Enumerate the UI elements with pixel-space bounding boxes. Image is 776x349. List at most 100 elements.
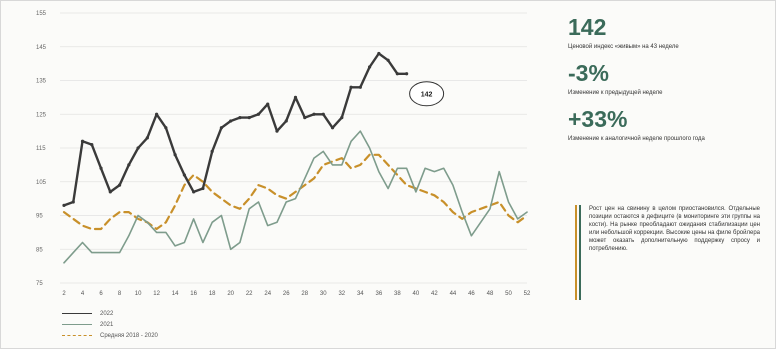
kpi-label: Изменение к предыдущей неделе	[568, 90, 663, 96]
x-tick-label: 34	[357, 291, 364, 297]
x-tick-label: 32	[338, 291, 345, 297]
series-2022-point	[367, 65, 372, 69]
legend-item-2022: 2022	[62, 308, 158, 319]
y-tick-label: 135	[36, 79, 47, 85]
series-2022-point	[266, 102, 270, 106]
x-tick-label: 40	[413, 291, 420, 297]
x-tick-label: 48	[487, 291, 494, 297]
kpi-value: 142	[568, 14, 607, 40]
series-2022-point	[108, 190, 112, 194]
note-accent-bars	[575, 205, 581, 300]
x-tick-label: 42	[431, 291, 438, 297]
series-2022-point	[303, 116, 307, 120]
x-tick-label: 30	[320, 291, 327, 297]
y-tick-label: 105	[36, 180, 47, 186]
series-2022-point	[145, 136, 149, 140]
kpi-year-change: +33% Изменение к аналогичной неделе прош…	[568, 106, 768, 143]
x-tick-label: 6	[99, 291, 103, 297]
series-2022-point	[229, 119, 233, 123]
legend-swatch-2021	[62, 324, 92, 325]
series-2022-point	[405, 72, 409, 76]
y-tick-label: 115	[36, 146, 46, 152]
x-tick-label: 50	[505, 291, 512, 297]
series-2022-point	[349, 85, 353, 89]
callout-bubble	[409, 81, 445, 107]
x-tick-label: 28	[301, 291, 308, 297]
series-2022-point	[99, 166, 103, 170]
legend-swatch-average	[62, 335, 92, 336]
x-tick-label: 26	[283, 291, 290, 297]
x-tick-label: 22	[246, 291, 253, 297]
x-tick-label: 36	[375, 291, 382, 297]
callout-label: 142	[421, 91, 433, 98]
series-average-line	[62, 153, 529, 231]
series-2022-point	[386, 58, 390, 62]
kpi-current-index: 142 Ценовой индекс «живым» на 43 неделе	[568, 14, 768, 51]
legend-item-2021: 2021	[62, 319, 158, 330]
series-2022-point	[256, 112, 261, 116]
y-tick-label: 155	[36, 11, 47, 17]
series-2022-point	[136, 146, 140, 150]
series-2022-point	[192, 190, 196, 194]
legend-label-2022: 2022	[100, 310, 114, 317]
y-tick-label: 125	[36, 112, 47, 118]
kpi-value: -3%	[568, 60, 609, 86]
y-tick-label: 95	[36, 214, 43, 220]
series-2022-point	[90, 143, 94, 147]
x-tick-label: 20	[227, 291, 234, 297]
x-tick-label: 52	[524, 291, 531, 297]
series-2022-point	[71, 200, 75, 204]
series-2022-point	[358, 85, 362, 89]
x-tick-label: 16	[190, 291, 197, 297]
series-2022-point	[117, 183, 122, 187]
x-tick-label: 10	[135, 291, 142, 297]
series-2022-point	[127, 163, 131, 167]
series-2022-point	[164, 126, 168, 130]
x-tick-label: 12	[153, 291, 160, 297]
x-tick-label: 24	[264, 291, 271, 297]
series-2022-point	[219, 126, 224, 130]
series-2022-point	[155, 112, 159, 116]
x-tick-label: 4	[81, 291, 85, 297]
series-2022-point	[275, 129, 279, 133]
legend-item-average: Средняя 2018 - 2020	[62, 330, 158, 341]
y-tick-label: 145	[36, 45, 47, 51]
series-2022-point	[284, 119, 288, 123]
legend-label-2021: 2021	[100, 321, 114, 328]
series-2022-point	[182, 173, 186, 177]
series-2022-point	[210, 149, 214, 153]
y-tick-label: 75	[36, 281, 43, 287]
kpi-value: +33%	[568, 106, 628, 132]
y-tick-label: 85	[36, 247, 43, 253]
series-2022-point	[340, 116, 344, 120]
series-2022-point	[238, 116, 242, 120]
series-2022-line	[62, 52, 408, 207]
kpi-week-change: -3% Изменение к предыдущей неделе	[568, 60, 768, 97]
x-tick-label: 18	[209, 291, 216, 297]
legend-swatch-2022	[62, 313, 92, 314]
series-2022-point	[312, 112, 316, 116]
series-2022-point	[293, 95, 298, 99]
x-tick-label: 2	[62, 291, 66, 297]
x-tick-label: 46	[468, 291, 475, 297]
x-tick-label: 8	[118, 291, 122, 297]
series-2021-line	[63, 130, 528, 264]
series-2022-point	[80, 139, 85, 143]
x-tick-label: 14	[172, 291, 179, 297]
note-bar-orange	[575, 205, 577, 300]
series-2022-point	[173, 153, 177, 157]
commentary-note: Рост цен на свинину в целом приостановил…	[575, 205, 760, 300]
series-2022-point	[377, 51, 381, 56]
legend-label-average: Средняя 2018 - 2020	[100, 332, 158, 339]
note-bar-green	[579, 205, 581, 300]
series-2022-point	[62, 203, 66, 207]
x-tick-label: 44	[450, 291, 457, 297]
series-2022-point	[247, 116, 251, 120]
series-2022-point	[201, 186, 205, 191]
series-2022-point	[395, 72, 399, 76]
series-2022-point	[321, 112, 325, 116]
kpi-panel: 142 Ценовой индекс «живым» на 43 неделе …	[568, 14, 768, 152]
series-2022-point	[330, 126, 335, 130]
